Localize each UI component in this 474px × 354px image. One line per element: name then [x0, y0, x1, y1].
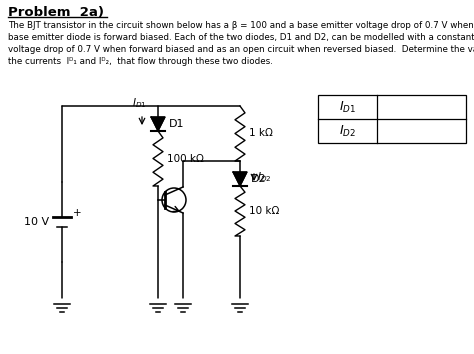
Text: The BJT transistor in the circuit shown below has a β = 100 and a base emitter v: The BJT transistor in the circuit shown …: [8, 21, 474, 30]
Text: the currents  Iᴰ₁ and Iᴰ₂,  that flow through these two diodes.: the currents Iᴰ₁ and Iᴰ₂, that flow thro…: [8, 57, 273, 66]
Text: 10 kΩ: 10 kΩ: [249, 206, 279, 216]
Text: base emitter diode is forward biased. Each of the two diodes, D1 and D2, can be : base emitter diode is forward biased. Ea…: [8, 33, 474, 42]
Text: $I_{D1}$: $I_{D1}$: [132, 96, 146, 110]
Text: D2: D2: [251, 174, 266, 184]
Text: $I_{D1}$: $I_{D1}$: [339, 99, 356, 115]
Text: +: +: [73, 208, 82, 218]
Text: 10 V: 10 V: [24, 217, 49, 227]
Text: D1: D1: [169, 119, 184, 129]
Text: $I_{D2}$: $I_{D2}$: [257, 170, 272, 184]
Bar: [318, 95, 466, 143]
Text: 100 kΩ: 100 kΩ: [167, 154, 204, 164]
Polygon shape: [233, 172, 247, 186]
Text: $I_{D2}$: $I_{D2}$: [339, 124, 356, 138]
Text: Problem  2a): Problem 2a): [8, 6, 104, 19]
Text: voltage drop of 0.7 V when forward biased and as an open circuit when reversed b: voltage drop of 0.7 V when forward biase…: [8, 45, 474, 54]
Polygon shape: [151, 117, 165, 131]
Text: 1 kΩ: 1 kΩ: [249, 129, 273, 138]
